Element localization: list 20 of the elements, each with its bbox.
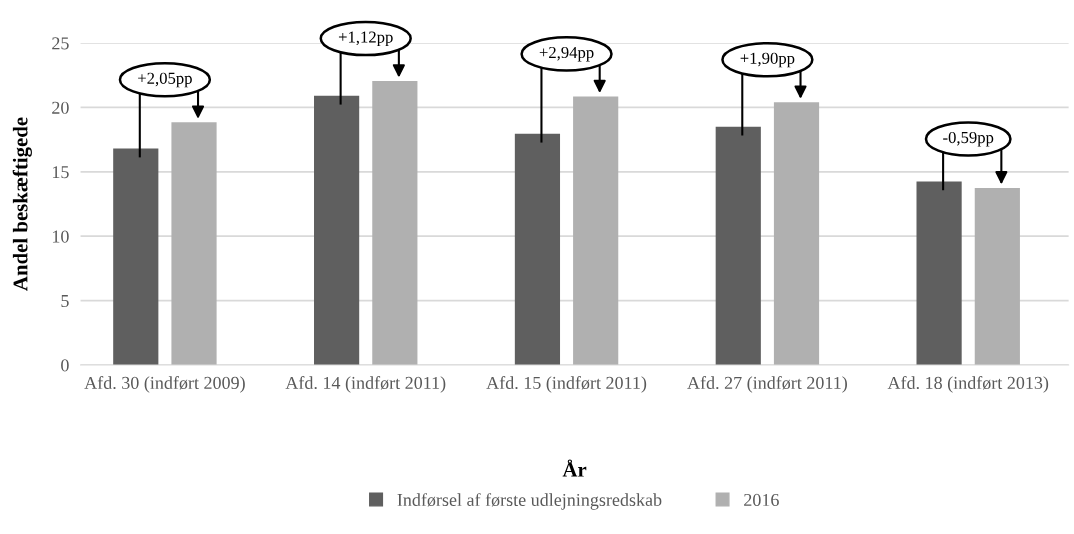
legend-label: Indførsel af første udlejningsredskab [397, 493, 662, 510]
x-tick-label: Afd. 14 (indført 2011) [285, 376, 446, 393]
y-tick-label: 20 [52, 101, 69, 114]
y-axis-title: Andel beskæftigede [12, 117, 32, 291]
y-tick-label: 25 [52, 37, 69, 50]
y-tick-label: 15 [52, 166, 69, 179]
x-axis-title: År [562, 459, 587, 477]
y-tick-label: 10 [52, 230, 69, 243]
annotation: +1,90pp [740, 52, 795, 68]
legend-label: 2016 [744, 493, 779, 507]
x-tick-label: Afd. 27 (indført 2011) [687, 376, 847, 393]
annotation: -0,59pp [943, 131, 994, 147]
x-tick-label: Afd. 15 (indført 2011) [486, 376, 647, 393]
annotation: +2,05pp [138, 72, 192, 88]
y-tick-label: 5 [61, 295, 69, 308]
annotation: +2,94pp [539, 46, 594, 62]
x-tick-label: Afd. 18 (indført 2013) [887, 376, 1049, 393]
y-tick-label: 0 [61, 359, 69, 372]
x-tick-label: Afd. 30 (indført 2009) [84, 376, 245, 393]
annotation: +1,12pp [338, 31, 393, 47]
